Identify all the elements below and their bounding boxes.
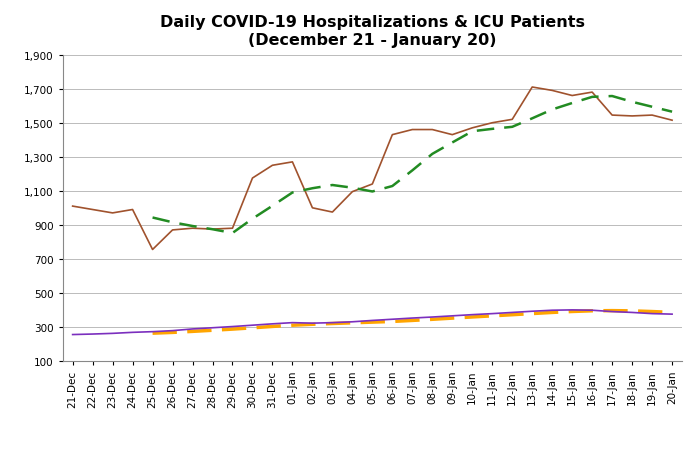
Title: Daily COVID-19 Hospitalizations & ICU Patients
(December 21 - January 20): Daily COVID-19 Hospitalizations & ICU Pa… bbox=[160, 15, 585, 48]
